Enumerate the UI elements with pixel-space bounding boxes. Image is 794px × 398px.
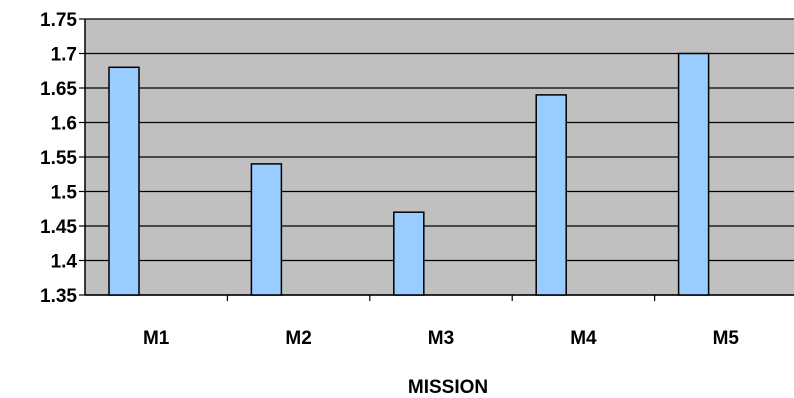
bar-m2 [250, 163, 283, 296]
bar-m1 [108, 66, 140, 296]
x-axis-title: MISSION [408, 377, 488, 398]
x-axis-ticks: M1 M2 M3 M4 M5 [143, 295, 739, 349]
x-category-label: M2 [285, 328, 311, 349]
x-category-label: M1 [143, 328, 170, 349]
y-tick-label: 1.75 [40, 10, 77, 31]
bar-m3 [393, 211, 425, 296]
y-tick-label: 1.45 [40, 217, 77, 238]
x-category-label: M4 [570, 328, 597, 349]
y-axis-ticks: 1.35 1.4 1.45 1.5 1.55 1.6 1.65 1.7 1.75 [40, 10, 85, 307]
y-tick-label: 1.65 [40, 79, 77, 100]
x-category-label: M3 [428, 328, 454, 349]
y-tick-label: 1.55 [40, 148, 77, 169]
y-tick-label: 1.4 [51, 252, 78, 273]
bar-m5 [677, 52, 710, 296]
x-category-label: M5 [713, 328, 740, 349]
bar-m4 [535, 94, 567, 296]
y-tick-label: 1.5 [51, 183, 78, 204]
y-tick-label: 1.7 [51, 45, 77, 66]
plot-area [84, 18, 794, 296]
y-tick-label: 1.6 [51, 114, 77, 135]
y-tick-label: 1.35 [40, 286, 77, 307]
